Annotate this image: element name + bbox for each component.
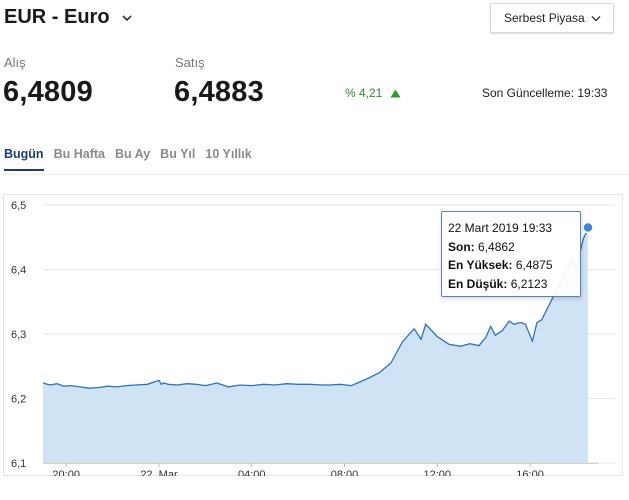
series-line	[42, 229, 589, 389]
sell-value: 6,4883	[174, 76, 264, 108]
y-tick-label: 6,5	[11, 200, 26, 212]
tooltip-low-value: 6,2123	[510, 276, 548, 291]
x-tick-label: 22. Mar	[140, 469, 178, 476]
x-tick-label: 16:00	[516, 469, 544, 476]
tooltip-low: En Düşük: 6,2123	[448, 275, 580, 294]
series-area	[43, 229, 588, 463]
tooltip-high-value: 6,4875	[515, 258, 553, 272]
tooltip-high: En Yüksek: 6,4875	[448, 256, 580, 275]
market-select[interactable]: Serbest Piyasa	[490, 3, 614, 33]
x-tick-label: 04:00	[238, 469, 266, 476]
currency-selector[interactable]: EUR - Euro	[4, 6, 132, 29]
x-tick-label: 08:00	[331, 469, 359, 476]
tooltip-date: 22 Mart 2019 19:33	[448, 221, 553, 235]
tooltip-high-label: En Yüksek:	[448, 258, 513, 272]
tab-today[interactable]: Bugün	[4, 147, 44, 171]
last-update: Son Güncelleme: 19:33	[482, 86, 608, 100]
chevron-down-icon	[121, 14, 132, 22]
last-point-marker	[582, 221, 594, 234]
tab-10-years[interactable]: 10 Yıllık	[205, 147, 252, 161]
tab-this-year[interactable]: Bu Yıl	[160, 147, 196, 161]
change-indicator: % 4,21	[345, 86, 401, 100]
sell-label: Satış	[175, 55, 205, 70]
tab-this-week[interactable]: Bu Hafta	[53, 147, 105, 161]
buy-value: 6,4809	[3, 76, 93, 108]
currency-title: EUR - Euro	[4, 6, 110, 28]
y-tick-label: 6,2	[11, 394, 26, 406]
y-tick-label: 6,4	[11, 265, 26, 277]
arrow-up-icon	[390, 89, 401, 98]
x-tick-label: 20:00	[52, 469, 80, 476]
tooltip-low-label: En Düşük:	[448, 276, 508, 291]
y-tick-label: 6,3	[11, 329, 26, 341]
tooltip-last: Son: 6,4862	[448, 238, 580, 257]
x-tick-label: 12:00	[424, 469, 452, 476]
buy-label: Alış	[4, 55, 26, 70]
chevron-down-icon	[591, 11, 601, 25]
change-percent: % 4,21	[345, 86, 383, 100]
tooltip-last-value: 6,4862	[478, 239, 515, 254]
chart-frame	[3, 194, 623, 476]
y-tick-label: 6,1	[11, 458, 26, 470]
tab-divider	[0, 174, 629, 175]
period-tabs: Bugün Bu Hafta Bu Ay Bu Yıl 10 Yıllık	[4, 147, 262, 171]
market-select-label: Serbest Piyasa	[504, 11, 585, 25]
chart-tooltip: 22 Mart 2019 19:33 Son: 6,4862 En Yüksek…	[441, 211, 581, 297]
tab-this-month[interactable]: Bu Ay	[114, 147, 151, 161]
tooltip-last-label: Son:	[448, 239, 475, 254]
